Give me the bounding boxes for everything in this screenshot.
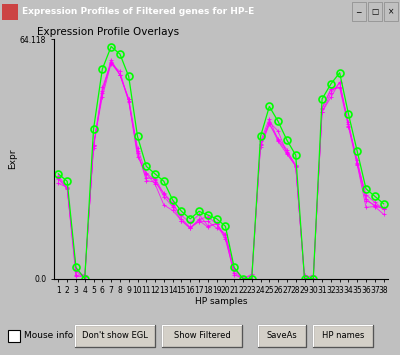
Bar bbox=[384, 2, 398, 21]
FancyBboxPatch shape bbox=[75, 325, 155, 347]
FancyBboxPatch shape bbox=[162, 325, 242, 347]
Text: SaveAs: SaveAs bbox=[267, 331, 297, 340]
Text: ─: ─ bbox=[356, 7, 361, 16]
Text: Don't show EGL: Don't show EGL bbox=[82, 331, 148, 340]
Y-axis label: Expr: Expr bbox=[8, 149, 17, 169]
Text: Expression Profile Overlays: Expression Profile Overlays bbox=[37, 27, 180, 37]
FancyBboxPatch shape bbox=[258, 325, 306, 347]
Text: HP names: HP names bbox=[322, 331, 364, 340]
Text: ×: × bbox=[388, 7, 394, 16]
Text: Show Filtered: Show Filtered bbox=[174, 331, 230, 340]
Text: Expression Profiles of Filtered genes for HP-E: Expression Profiles of Filtered genes fo… bbox=[22, 7, 254, 16]
Bar bbox=[8, 330, 20, 342]
Text: Mouse info: Mouse info bbox=[24, 331, 73, 340]
X-axis label: HP samples: HP samples bbox=[195, 297, 247, 306]
Bar bbox=[2, 4, 18, 20]
Bar bbox=[368, 2, 382, 21]
Text: □: □ bbox=[371, 7, 378, 16]
Bar bbox=[352, 2, 366, 21]
FancyBboxPatch shape bbox=[313, 325, 373, 347]
